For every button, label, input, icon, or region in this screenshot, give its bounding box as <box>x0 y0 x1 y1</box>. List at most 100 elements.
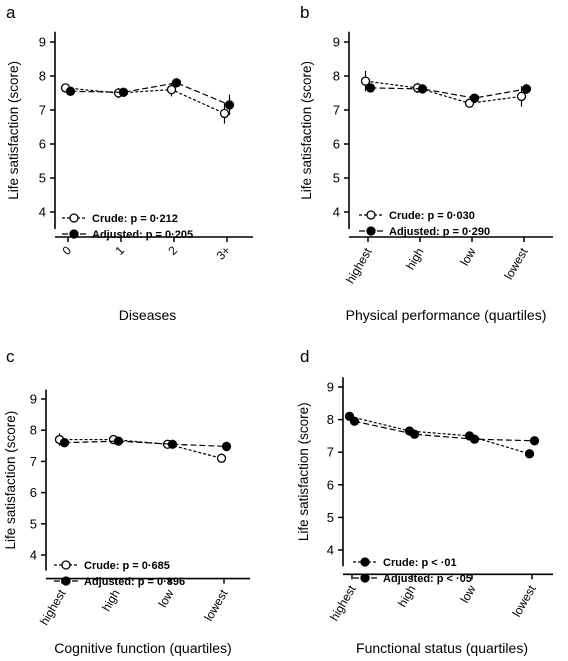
legend-marker <box>366 226 376 236</box>
series-adjusted <box>365 83 532 103</box>
series-crude <box>60 82 230 124</box>
y-tick-label: 6 <box>333 137 340 152</box>
x-tick-label: 3+ <box>214 243 234 263</box>
panel-a: a 4 5 6 7 8 9 0 1 2 3+ Life satisfaction (score) Dis… <box>6 3 253 323</box>
y-tick-label: 4 <box>39 205 46 220</box>
y-tick-label: 9 <box>30 392 37 407</box>
legend-marker <box>69 229 79 239</box>
legend-marker <box>61 576 71 586</box>
panel-letter: b <box>300 3 309 22</box>
y-axis-label: Life satisfaction (score) <box>296 402 311 541</box>
data-point <box>417 84 428 94</box>
series-line <box>64 440 227 448</box>
x-tick-label: 0 <box>59 243 74 258</box>
data-point <box>118 87 129 97</box>
data-point <box>524 449 535 459</box>
data-point <box>167 439 178 449</box>
x-axis-label: Cognitive function (quartiles) <box>54 640 231 656</box>
data-point <box>166 84 177 95</box>
data-point <box>469 93 480 103</box>
y-tick-label: 6 <box>327 477 334 492</box>
legend-label: Adjusted: p = 0·205 <box>92 229 193 241</box>
series-adjusted <box>65 78 235 116</box>
data-point <box>349 416 360 426</box>
x-tick-label: lowest <box>201 587 230 624</box>
series-line <box>354 420 535 442</box>
x-tick-label: low <box>457 245 478 268</box>
y-axis-label: Life satisfaction (score) <box>3 411 18 550</box>
data-point <box>365 83 376 93</box>
legend-marker <box>360 557 370 567</box>
panel-b: b 4 5 6 7 8 9 highest high low lowest Life satisfac… <box>299 3 553 323</box>
y-tick-label: 6 <box>39 137 46 152</box>
x-tick-label: low <box>457 583 478 606</box>
y-tick-label: 5 <box>327 510 334 525</box>
legend-label: Adjusted: p < ·05 <box>383 573 472 585</box>
y-tick-label: 5 <box>39 171 46 186</box>
series-crude <box>54 433 227 463</box>
series-line <box>70 82 230 106</box>
x-tick-label: low <box>155 587 176 610</box>
y-tick-label: 8 <box>327 412 334 427</box>
y-tick-label: 5 <box>30 516 37 531</box>
x-tick-label: 2 <box>165 243 180 258</box>
data-point <box>171 78 182 88</box>
legend: Crude: p < ·01 Adjusted: p < ·05 <box>353 557 472 585</box>
legend-marker <box>61 560 71 570</box>
y-tick-label: 7 <box>333 103 340 118</box>
y-tick-label: 7 <box>30 454 37 469</box>
x-tick-label: highest <box>343 245 375 286</box>
legend-label: Adjusted: p = 0·896 <box>84 576 185 588</box>
y-tick-label: 5 <box>333 171 340 186</box>
data-point <box>216 453 227 463</box>
x-tick-label: 1 <box>112 243 127 258</box>
x-tick-label: lowest <box>509 582 538 619</box>
legend-label: Crude: p = 0·030 <box>389 210 475 222</box>
series-line <box>365 80 522 104</box>
y-tick-label: 9 <box>333 35 340 50</box>
data-point <box>469 434 480 444</box>
data-point <box>224 100 235 110</box>
x-axis-label: Functional status (quartiles) <box>356 640 528 656</box>
data-point <box>219 108 230 119</box>
y-tick-label: 8 <box>39 69 46 84</box>
x-tick-label: lowest <box>501 245 530 282</box>
y-tick-label: 8 <box>333 69 340 84</box>
legend-marker <box>69 213 79 223</box>
x-tick-label: highest <box>327 582 359 623</box>
panel-letter: c <box>6 347 15 366</box>
y-tick-label: 4 <box>30 548 37 563</box>
x-axis-label: Diseases <box>119 307 177 323</box>
data-point <box>409 429 420 439</box>
x-tick-label: highest <box>37 587 69 628</box>
y-tick-label: 7 <box>327 445 334 460</box>
data-point <box>516 91 527 102</box>
legend-marker <box>366 210 376 220</box>
y-tick-label: 7 <box>39 103 46 118</box>
data-point <box>529 436 540 446</box>
series-adjusted <box>349 416 540 446</box>
x-tick-label: high <box>403 246 426 273</box>
panel-letter: a <box>6 3 16 22</box>
data-point <box>221 441 232 452</box>
x-tick-label: high <box>99 587 122 614</box>
x-tick-label: high <box>395 583 418 610</box>
legend: Crude: p = 0·030 Adjusted: p = 0·290 <box>359 210 490 238</box>
series-adjusted <box>59 436 232 452</box>
panel-letter: d <box>300 347 309 366</box>
series-crude <box>360 70 527 108</box>
data-point <box>521 84 532 94</box>
y-tick-label: 9 <box>327 380 334 395</box>
y-tick-label: 4 <box>333 205 340 220</box>
legend-label: Adjusted: p = 0·290 <box>389 226 490 238</box>
panel-d: d 4 5 6 7 8 9 highest high low lowest Life satisfac… <box>296 347 553 656</box>
legend-label: Crude: p = 0·212 <box>92 213 178 225</box>
panel-c: c 4 5 6 7 8 9 highest high low lowest Life satisfac… <box>3 347 250 656</box>
legend-marker <box>360 573 370 583</box>
data-point <box>113 436 124 446</box>
data-point <box>360 76 371 86</box>
y-tick-label: 9 <box>39 35 46 50</box>
legend-label: Crude: p < ·01 <box>383 557 457 569</box>
series-line <box>349 415 530 455</box>
